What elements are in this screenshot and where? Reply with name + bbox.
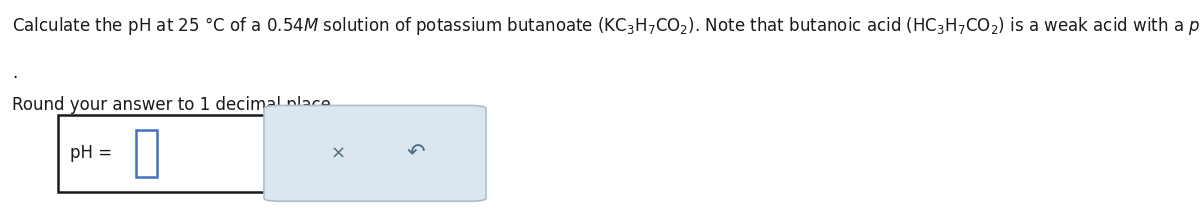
Text: ↶: ↶: [407, 143, 425, 163]
Text: Round your answer to 1 decimal place.: Round your answer to 1 decimal place.: [12, 96, 336, 114]
Text: Calculate the pH at 25 $\degree$C of a 0.54$M$ solution of potassium butanoate $: Calculate the pH at 25 $\degree$C of a 0…: [12, 15, 1200, 37]
FancyBboxPatch shape: [136, 130, 157, 177]
FancyBboxPatch shape: [58, 115, 268, 192]
Text: pH =: pH =: [70, 144, 116, 162]
FancyBboxPatch shape: [264, 105, 486, 201]
Text: ×: ×: [330, 144, 346, 162]
Text: .: .: [12, 64, 17, 82]
